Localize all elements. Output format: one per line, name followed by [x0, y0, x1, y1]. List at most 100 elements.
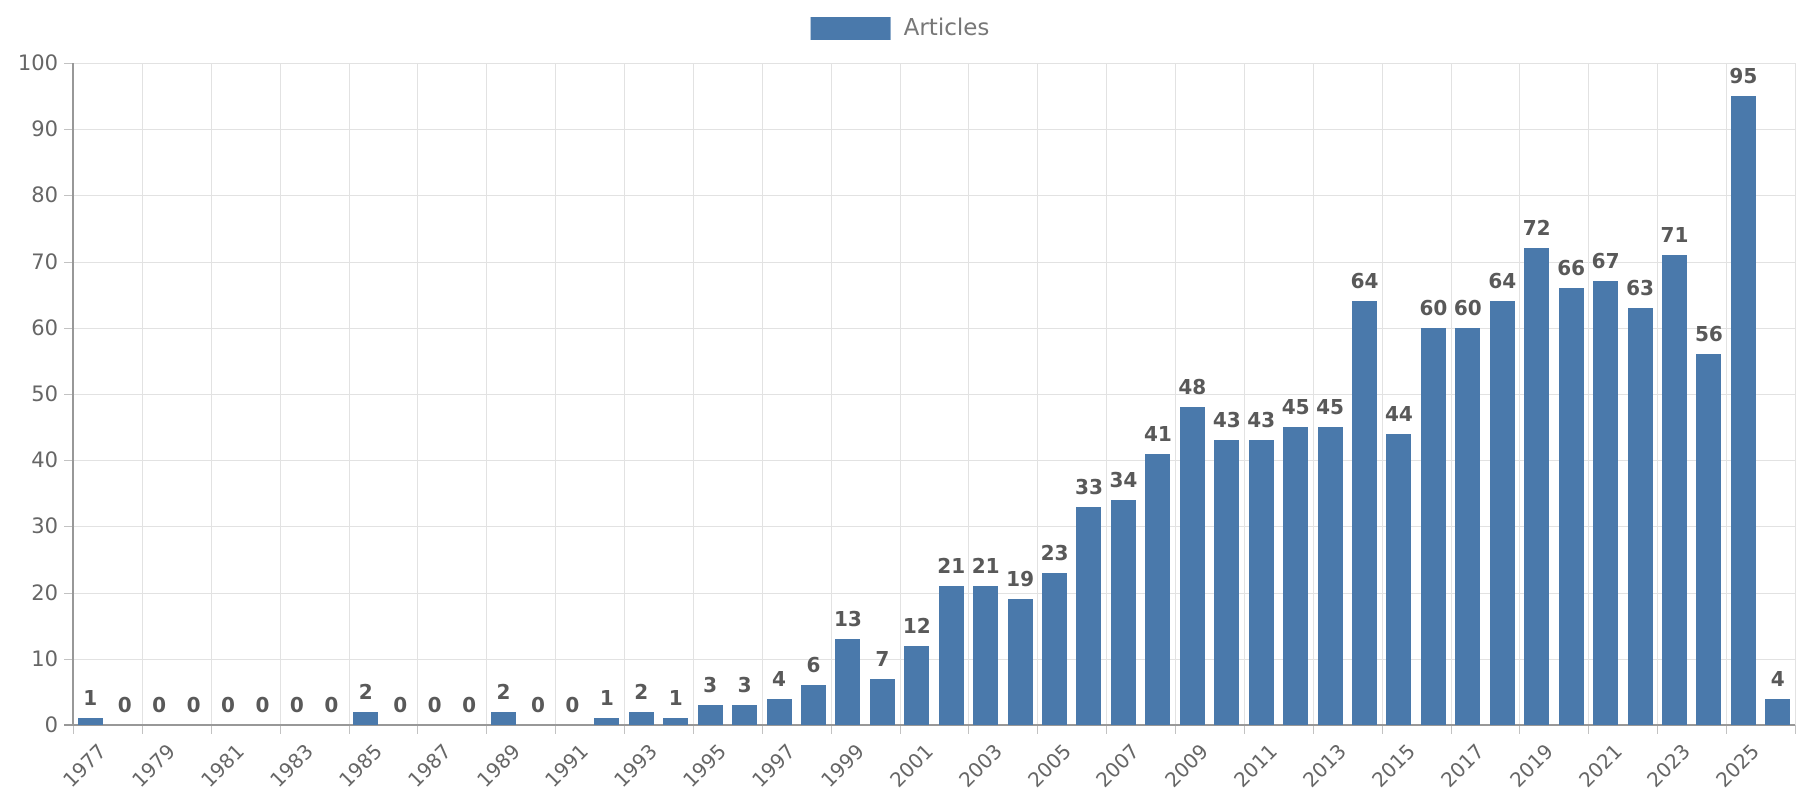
- x-axis-tick-label: 1991: [540, 739, 594, 792]
- bar-1994[interactable]: [663, 718, 689, 725]
- y-gridline: [73, 63, 1795, 64]
- x-axis-tick-label: 1997: [747, 739, 800, 792]
- bar-2002[interactable]: [938, 585, 964, 725]
- y-gridline: [73, 129, 1795, 131]
- bar-value-label: 4: [1770, 666, 1785, 691]
- bar-1997[interactable]: [766, 698, 792, 725]
- bar-2022[interactable]: [1627, 307, 1653, 725]
- bar-2004[interactable]: [1007, 599, 1033, 725]
- bar-2014[interactable]: [1352, 301, 1377, 725]
- x-gridline: [210, 63, 212, 725]
- bar-value-label: 56: [1694, 322, 1723, 347]
- bar-value-label: 45: [1281, 395, 1310, 420]
- x-tick-mark: [555, 725, 557, 734]
- bar-value-label: 12: [902, 613, 931, 638]
- legend-label: Articles: [903, 15, 990, 41]
- x-axis-tick-label: 1993: [609, 739, 663, 792]
- y-axis-tick-label: 70: [31, 249, 58, 274]
- y-gridline: [73, 261, 1795, 263]
- bar-2018[interactable]: [1489, 301, 1515, 725]
- bar-1977[interactable]: [77, 718, 103, 725]
- bar-2008[interactable]: [1145, 453, 1171, 725]
- bar-2005[interactable]: [1042, 572, 1068, 725]
- x-tick-mark: [899, 725, 901, 734]
- bar-value-label: 41: [1143, 421, 1172, 446]
- bar-2023[interactable]: [1661, 254, 1687, 725]
- x-axis-tick-label: 2005: [1022, 739, 1076, 792]
- y-axis-line: [72, 63, 74, 725]
- bar-value-label: 60: [1419, 295, 1448, 320]
- x-tick-mark: [1726, 725, 1728, 734]
- bar-value-label: 0: [117, 693, 132, 717]
- bar-2013[interactable]: [1317, 427, 1343, 725]
- bar-2010[interactable]: [1214, 440, 1240, 725]
- bar-value-label: 0: [221, 693, 235, 717]
- bar-value-label: 2: [358, 679, 373, 704]
- bar-value-label: 0: [530, 693, 545, 717]
- bar-value-label: 6: [806, 653, 821, 678]
- x-gridline: [555, 63, 557, 725]
- x-gridline: [1106, 63, 1108, 725]
- bar-2012[interactable]: [1283, 427, 1309, 725]
- x-tick-mark: [1381, 725, 1383, 734]
- bar-2020[interactable]: [1558, 288, 1584, 725]
- y-axis-tick-label: 10: [31, 646, 58, 671]
- chart-legend[interactable]: Articles: [810, 15, 990, 41]
- bar-2026[interactable]: [1765, 698, 1791, 725]
- x-axis-tick-label: 2011: [1229, 739, 1283, 792]
- bar-2016[interactable]: [1420, 327, 1446, 725]
- y-axis-tick-label: 30: [31, 514, 58, 539]
- bar-value-label: 34: [1109, 467, 1138, 492]
- bar-2015[interactable]: [1386, 433, 1412, 725]
- bar-value-label: 7: [875, 646, 890, 671]
- bar-1999[interactable]: [835, 638, 861, 725]
- bar-1992[interactable]: [594, 718, 620, 725]
- x-tick-mark: [279, 725, 281, 734]
- bar-value-label: 3: [737, 673, 752, 698]
- x-gridline: [1726, 63, 1728, 725]
- bar-value-label: 72: [1522, 216, 1551, 241]
- bar-1995[interactable]: [697, 705, 723, 725]
- bar-1996[interactable]: [732, 705, 758, 725]
- x-axis-tick-label: 2025: [1711, 739, 1765, 792]
- bar-value-label: 0: [324, 693, 339, 717]
- bar-2011[interactable]: [1248, 440, 1274, 725]
- bar-1989[interactable]: [491, 711, 516, 725]
- y-axis-tick-label: 50: [31, 382, 58, 406]
- bar-2007[interactable]: [1110, 499, 1136, 725]
- bar-1993[interactable]: [628, 711, 654, 725]
- bar-2009[interactable]: [1179, 407, 1205, 725]
- x-axis-baseline: [64, 724, 1795, 726]
- x-tick-mark: [1450, 725, 1452, 734]
- x-tick-mark: [1175, 725, 1177, 734]
- y-gridline: [73, 592, 1795, 594]
- x-tick-mark: [968, 725, 970, 734]
- bar-2006[interactable]: [1076, 506, 1102, 725]
- bar-value-label: 0: [289, 693, 304, 717]
- bar-value-label: 0: [565, 693, 580, 717]
- x-tick-mark: [417, 725, 419, 734]
- bar-2019[interactable]: [1524, 248, 1550, 725]
- bar-2001[interactable]: [904, 645, 930, 725]
- x-axis-tick-label: 2019: [1504, 739, 1558, 792]
- bar-2021[interactable]: [1593, 281, 1619, 725]
- bar-value-label: 19: [1006, 567, 1035, 592]
- y-gridline: [73, 195, 1795, 197]
- bar-2017[interactable]: [1455, 327, 1481, 725]
- x-gridline: [692, 63, 694, 725]
- x-tick-mark: [1519, 725, 1521, 734]
- bar-2024[interactable]: [1696, 354, 1722, 725]
- y-gridline: [73, 526, 1795, 528]
- x-tick-mark: [692, 725, 694, 734]
- bar-2003[interactable]: [973, 585, 999, 725]
- bar-value-label: 21: [971, 553, 1000, 578]
- x-axis-tick-label: 2017: [1435, 739, 1489, 792]
- y-axis-tick-label: 80: [31, 183, 58, 208]
- bar-1985[interactable]: [353, 711, 379, 725]
- bar-2025[interactable]: [1730, 96, 1756, 725]
- x-tick-mark: [348, 725, 350, 734]
- bar-value-label: 66: [1557, 256, 1586, 281]
- bar-value-label: 1: [599, 686, 614, 711]
- bar-2000[interactable]: [869, 678, 895, 725]
- bar-1998[interactable]: [800, 685, 826, 725]
